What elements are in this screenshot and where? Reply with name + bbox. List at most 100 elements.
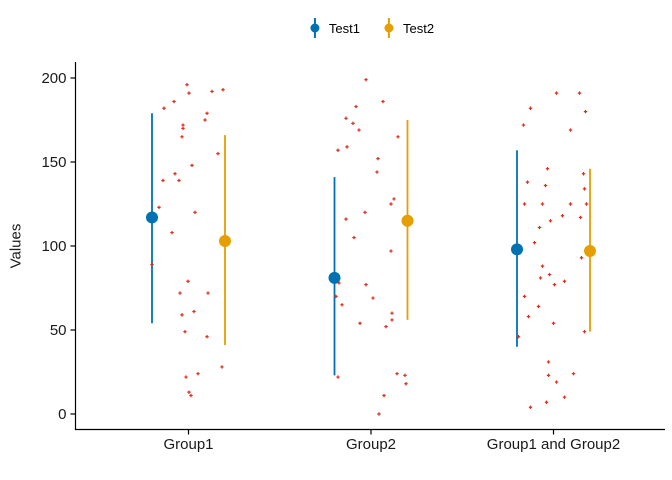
data-point bbox=[187, 91, 191, 95]
data-point bbox=[205, 111, 209, 115]
data-point bbox=[150, 262, 154, 267]
data-point bbox=[221, 88, 225, 92]
y-tick-label-0: 0 bbox=[58, 406, 66, 423]
data-point bbox=[543, 183, 548, 188]
mean-Test1-group3 bbox=[511, 243, 523, 256]
data-point bbox=[560, 214, 565, 218]
data-point bbox=[187, 390, 191, 394]
data-point bbox=[395, 371, 399, 376]
data-point bbox=[548, 219, 553, 223]
y-tick-label-100: 100 bbox=[41, 238, 66, 255]
data-point bbox=[571, 371, 576, 376]
data-point bbox=[189, 393, 193, 398]
data-point bbox=[371, 296, 375, 300]
data-point bbox=[203, 118, 207, 122]
data-point bbox=[344, 217, 348, 221]
data-point bbox=[584, 202, 589, 206]
mean-Test2-group2 bbox=[401, 214, 414, 227]
data-point bbox=[205, 335, 209, 339]
data-point bbox=[220, 365, 224, 369]
data-point bbox=[354, 104, 358, 109]
data-point bbox=[546, 373, 551, 378]
data-point bbox=[172, 99, 176, 104]
data-point bbox=[180, 135, 184, 139]
data-point bbox=[384, 324, 388, 329]
data-point bbox=[192, 309, 196, 314]
mean-Test2-group1 bbox=[219, 234, 231, 247]
data-point bbox=[516, 335, 521, 339]
data-point bbox=[536, 304, 541, 309]
data-point bbox=[577, 91, 582, 95]
data-point bbox=[344, 116, 348, 121]
data-point bbox=[375, 170, 379, 174]
data-point bbox=[336, 148, 340, 152]
data-point bbox=[396, 135, 400, 139]
mean-Test2-group3 bbox=[584, 245, 596, 258]
data-point bbox=[390, 311, 394, 315]
data-point bbox=[170, 230, 174, 235]
data-point bbox=[547, 272, 552, 277]
data-point bbox=[351, 121, 355, 126]
pointrange-key-icon bbox=[384, 15, 394, 41]
data-point bbox=[210, 89, 214, 94]
data-point bbox=[544, 400, 549, 404]
data-point bbox=[336, 375, 340, 379]
data-point bbox=[522, 202, 527, 206]
mean-Test1-group2 bbox=[328, 271, 341, 284]
data-point bbox=[180, 313, 184, 317]
data-point bbox=[358, 321, 362, 325]
data-point bbox=[376, 156, 380, 161]
data-point bbox=[538, 276, 543, 280]
data-point bbox=[583, 109, 588, 114]
data-point bbox=[532, 240, 537, 245]
data-point bbox=[546, 360, 551, 364]
data-point bbox=[181, 126, 185, 131]
legend-label-test1: Test1 bbox=[328, 20, 360, 36]
data-point bbox=[521, 123, 526, 127]
y-tick-label-50: 50 bbox=[50, 322, 67, 339]
data-point bbox=[190, 163, 194, 168]
data-point bbox=[216, 151, 220, 156]
data-point bbox=[568, 128, 573, 132]
legend-item-test2: Test2 bbox=[384, 15, 434, 41]
data-point bbox=[177, 178, 181, 183]
data-point bbox=[525, 180, 530, 184]
data-point bbox=[193, 210, 197, 215]
data-point bbox=[568, 202, 573, 206]
data-point bbox=[381, 99, 385, 104]
data-point bbox=[340, 303, 344, 307]
data-point bbox=[579, 256, 584, 260]
data-point bbox=[337, 281, 341, 285]
data-point bbox=[183, 329, 187, 334]
pointrange-key-icon bbox=[310, 15, 320, 41]
data-point bbox=[540, 264, 545, 268]
data-point bbox=[377, 412, 381, 416]
data-point bbox=[334, 294, 338, 299]
data-point bbox=[551, 321, 556, 325]
data-point bbox=[392, 197, 396, 201]
data-point bbox=[157, 205, 161, 210]
data-point bbox=[364, 77, 368, 82]
data-point bbox=[173, 172, 177, 176]
data-point bbox=[184, 375, 188, 379]
legend-item-test1: Test1 bbox=[310, 15, 360, 41]
x-tick-label-group2: Group2 bbox=[345, 436, 397, 453]
x-tick-label-group1-and-group2: Group1 and Group2 bbox=[486, 436, 621, 453]
data-point bbox=[582, 187, 587, 191]
data-point bbox=[389, 202, 393, 206]
data-point bbox=[554, 380, 559, 384]
data-point bbox=[540, 202, 545, 206]
data-point bbox=[186, 279, 190, 283]
data-point bbox=[578, 215, 583, 220]
data-point bbox=[181, 123, 185, 127]
mean-Test1-group1 bbox=[146, 211, 158, 224]
data-point bbox=[526, 314, 531, 319]
y-axis-title: Values bbox=[7, 223, 25, 269]
data-point bbox=[196, 371, 200, 376]
data-point bbox=[581, 172, 586, 176]
data-point bbox=[554, 91, 559, 95]
data-point bbox=[352, 235, 356, 240]
data-point bbox=[545, 167, 550, 171]
